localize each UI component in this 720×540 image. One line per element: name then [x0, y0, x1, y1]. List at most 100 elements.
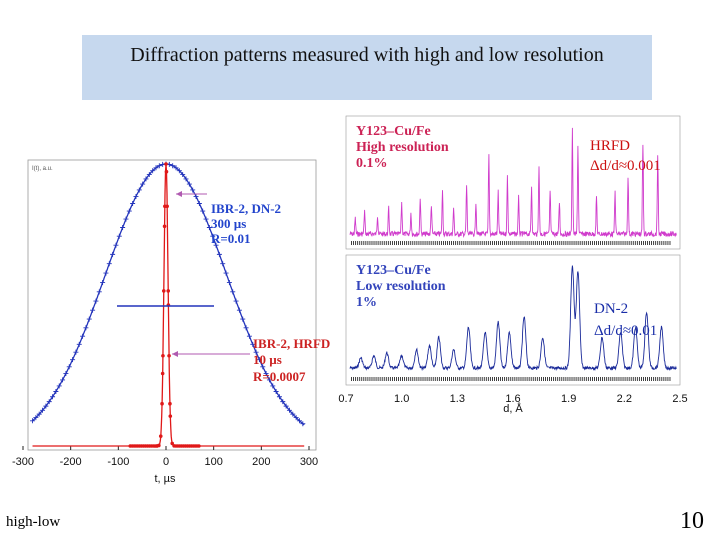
right-x-tick-label: 1.6	[505, 393, 520, 405]
dn2-pulse-point	[203, 216, 209, 222]
hrfd-pulse-point	[197, 444, 201, 448]
left-x-tick-label: 100	[204, 456, 222, 468]
hrfd-pulse-point	[157, 443, 161, 448]
left-x-tick-label: 300	[300, 456, 318, 468]
right-x-tick-label: 1.9	[561, 393, 576, 405]
dn2-pulse-point	[290, 411, 296, 417]
dn2-pulse-point	[70, 357, 76, 363]
dn2-pulse-point	[176, 168, 182, 174]
dn2-pulse-point	[260, 364, 266, 370]
dn2-pulse-point	[33, 415, 39, 421]
dn2-pulse-point	[233, 298, 239, 304]
dn2-pulse-point	[143, 176, 149, 182]
dn2-pulse-point	[226, 279, 232, 285]
hrfd-pulse-point	[166, 289, 171, 293]
dn2-pulse-point	[286, 407, 292, 413]
dn2-pulse-point	[276, 394, 282, 400]
dn2-pulse-point	[140, 181, 146, 187]
pattern-profile	[349, 127, 677, 239]
hrfd-label-line3: R=0.0007	[253, 369, 306, 384]
dn2-pulse-point	[80, 333, 86, 339]
dn2-label-line1: IBR-2, DN-2	[211, 201, 281, 216]
dn2-pulse-point	[283, 403, 289, 409]
dn2-pulse-point	[250, 341, 256, 347]
dn2-resolution-label: Δd/d≈0.01	[594, 323, 657, 339]
title-banner: Diffraction patterns measured with high …	[82, 35, 652, 100]
dn2-pulse-point	[73, 349, 79, 355]
dn2-pulse-point	[136, 187, 142, 193]
dn2-pulse-point	[190, 187, 196, 193]
right-x-tick-label: 1.0	[394, 393, 409, 405]
dn2-pulse-point	[100, 279, 106, 285]
dn2-pulse-point	[116, 233, 122, 239]
dn2-pulse-point	[40, 407, 46, 413]
dn2-pulse-point	[213, 242, 219, 248]
dn2-sample-line3: 1%	[356, 295, 377, 310]
slide-title: Diffraction patterns measured with high …	[130, 44, 604, 66]
dn2-pulse-point	[50, 394, 56, 400]
dn2-pulse-point	[86, 316, 92, 322]
hrfd-pulse-point	[164, 169, 169, 174]
right-x-tick-label: 1.3	[450, 393, 465, 405]
dn2-pulse-point	[43, 403, 49, 409]
dn2-sample-line1: Y123–Cu/Fe	[356, 263, 431, 278]
right-chart: Y123–Cu/Fe High resolution 0.1% HRFD Δd/…	[338, 115, 688, 415]
dn2-pulse-point	[223, 270, 229, 276]
dn2-pulse-point	[210, 233, 216, 239]
right-x-tick-label: 2.5	[672, 393, 687, 405]
dn2-pulse-point	[30, 418, 36, 424]
hrfd-arrowhead	[172, 351, 178, 357]
hrfd-instrument-label: HRFD	[590, 138, 630, 154]
hrfd-pulse-point	[170, 441, 174, 446]
dn2-pulse-point	[230, 289, 236, 295]
dn2-pulse-point	[153, 165, 159, 171]
dn2-pulse-point	[246, 333, 252, 339]
dn2-pulse-point	[200, 208, 206, 214]
dn2-instrument-label: DN-2	[594, 301, 628, 317]
dn2-pulse-point	[270, 383, 276, 389]
dn2-pulse-point	[256, 357, 262, 363]
dn2-pulse-point	[180, 171, 186, 177]
hrfd-label-line2: 10 µs	[253, 352, 282, 367]
dn2-pulse-point	[266, 377, 272, 383]
hrfd-pulse-point	[161, 353, 165, 358]
dn2-pulse-point	[186, 181, 192, 187]
dn2-pulse-point	[236, 307, 242, 313]
dn2-pulse-point	[253, 349, 259, 355]
dn2-pulse-point	[56, 383, 62, 389]
dn2-pulse-point	[170, 163, 176, 169]
dn2-sample-line2: Low resolution	[356, 279, 446, 294]
hrfd-sample-line3: 0.1%	[356, 156, 388, 171]
dn2-pulse-point	[110, 251, 116, 257]
dn2-pulse-point	[126, 208, 132, 214]
right-xlabel: d, Å	[503, 402, 523, 415]
dn2-pulse-point	[173, 165, 179, 171]
hrfd-pulse-point	[168, 401, 172, 406]
left-series	[30, 161, 306, 448]
dn2-pulse-point	[300, 421, 306, 427]
page-number: 10	[680, 508, 704, 534]
pattern-profile	[349, 265, 677, 372]
dn2-pulse-point	[66, 364, 72, 370]
left-x-tick-label: 200	[252, 456, 270, 468]
dn2-pulse-point	[150, 168, 156, 174]
dn2-label-line3: R=0.01	[211, 231, 251, 246]
dn2-pattern	[349, 265, 677, 381]
left-x-tick-label: 0	[163, 456, 169, 468]
right-x-tick-label: 2.2	[617, 393, 632, 405]
dn2-pulse-point	[103, 270, 109, 276]
dn2-pulse-point	[120, 224, 126, 230]
dn2-pulse-point	[76, 341, 82, 347]
dn2-pulse-point	[263, 371, 269, 377]
hrfd-pulse-point	[167, 353, 171, 358]
hrfd-pulse-point	[168, 414, 173, 418]
hrfd-sample-line1: Y123–Cu/Fe	[356, 124, 431, 139]
dn2-pulse-point	[220, 261, 226, 267]
dn2-pulse-point	[83, 325, 89, 331]
dn2-pulse-point	[60, 377, 66, 383]
dn2-pulse-point	[130, 201, 136, 207]
dn2-pulse-point	[46, 399, 52, 405]
dn2-pulse-point	[196, 201, 202, 207]
hrfd-panel-frame	[345, 115, 681, 250]
